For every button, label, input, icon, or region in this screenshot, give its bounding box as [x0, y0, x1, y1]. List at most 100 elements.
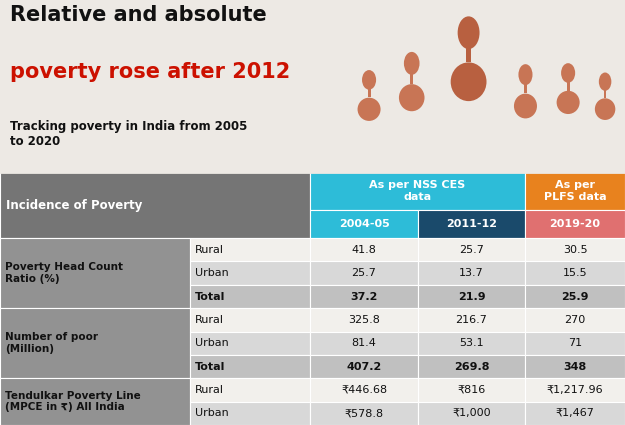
Ellipse shape [518, 64, 532, 85]
FancyBboxPatch shape [190, 355, 310, 378]
FancyBboxPatch shape [525, 172, 625, 210]
Text: 270: 270 [564, 315, 586, 325]
Text: 13.7: 13.7 [459, 268, 484, 278]
Text: ₹1,000: ₹1,000 [452, 408, 491, 418]
Text: Urban: Urban [195, 338, 229, 348]
Text: Total: Total [195, 292, 226, 301]
Ellipse shape [357, 98, 381, 121]
Text: 25.9: 25.9 [561, 292, 589, 301]
Ellipse shape [557, 91, 579, 114]
FancyBboxPatch shape [190, 378, 310, 402]
FancyBboxPatch shape [418, 210, 525, 238]
Text: 37.2: 37.2 [350, 292, 378, 301]
FancyBboxPatch shape [310, 285, 418, 308]
FancyBboxPatch shape [418, 355, 525, 378]
FancyBboxPatch shape [418, 402, 525, 425]
Ellipse shape [595, 98, 616, 120]
Text: ₹1,217.96: ₹1,217.96 [547, 385, 603, 395]
FancyBboxPatch shape [310, 402, 418, 425]
Text: 41.8: 41.8 [351, 245, 376, 255]
Text: Number of poor
(Million): Number of poor (Million) [5, 332, 98, 354]
Text: As per
PLFS data: As per PLFS data [544, 180, 606, 202]
Ellipse shape [399, 84, 424, 111]
Bar [466, 46, 471, 62]
FancyBboxPatch shape [525, 238, 625, 261]
FancyBboxPatch shape [0, 378, 190, 425]
Bar [524, 83, 527, 94]
Text: 21.9: 21.9 [458, 292, 486, 301]
FancyBboxPatch shape [190, 238, 310, 261]
FancyBboxPatch shape [310, 172, 525, 210]
Text: ₹578.8: ₹578.8 [344, 408, 384, 418]
Text: ₹1,467: ₹1,467 [556, 408, 594, 418]
Text: Poverty Head Count
Ratio (%): Poverty Head Count Ratio (%) [5, 262, 123, 284]
Text: 407.2: 407.2 [346, 362, 382, 371]
FancyBboxPatch shape [0, 308, 190, 378]
Text: 81.4: 81.4 [351, 338, 376, 348]
FancyBboxPatch shape [190, 402, 310, 425]
Text: Relative and absolute: Relative and absolute [10, 5, 267, 25]
Text: 269.8: 269.8 [454, 362, 489, 371]
Text: ₹816: ₹816 [458, 385, 486, 395]
Text: 71: 71 [568, 338, 582, 348]
FancyBboxPatch shape [525, 210, 625, 238]
Text: 2011-12: 2011-12 [446, 219, 497, 229]
FancyBboxPatch shape [418, 261, 525, 285]
Ellipse shape [362, 70, 376, 90]
Bar [410, 73, 413, 84]
FancyBboxPatch shape [525, 308, 625, 332]
Ellipse shape [561, 63, 575, 83]
FancyBboxPatch shape [0, 238, 190, 308]
Text: 325.8: 325.8 [348, 315, 380, 325]
FancyBboxPatch shape [525, 378, 625, 402]
Text: 2004-05: 2004-05 [339, 219, 389, 229]
FancyBboxPatch shape [310, 210, 418, 238]
Text: As per NSS CES
data: As per NSS CES data [369, 180, 466, 202]
FancyBboxPatch shape [525, 355, 625, 378]
Ellipse shape [404, 52, 419, 75]
Text: ₹446.68: ₹446.68 [341, 385, 387, 395]
Text: Tendulkar Poverty Line
(MPCE in ₹) All India: Tendulkar Poverty Line (MPCE in ₹) All I… [5, 391, 141, 412]
FancyBboxPatch shape [525, 332, 625, 355]
Ellipse shape [514, 94, 537, 119]
Text: 53.1: 53.1 [459, 338, 484, 348]
FancyBboxPatch shape [310, 332, 418, 355]
FancyBboxPatch shape [525, 402, 625, 425]
FancyBboxPatch shape [310, 238, 418, 261]
FancyBboxPatch shape [525, 285, 625, 308]
Text: Rural: Rural [195, 245, 224, 255]
Text: poverty rose after 2012: poverty rose after 2012 [10, 62, 291, 82]
FancyBboxPatch shape [418, 238, 525, 261]
Text: Tracking poverty in India from 2005
to 2020: Tracking poverty in India from 2005 to 2… [10, 121, 248, 148]
Text: Urban: Urban [195, 408, 229, 418]
Text: Rural: Rural [195, 385, 224, 395]
Text: 2019-20: 2019-20 [549, 219, 601, 229]
Bar [604, 89, 606, 98]
Ellipse shape [451, 62, 486, 101]
FancyBboxPatch shape [310, 378, 418, 402]
Text: Incidence of Poverty: Incidence of Poverty [6, 198, 142, 212]
FancyBboxPatch shape [190, 261, 310, 285]
Ellipse shape [599, 73, 611, 91]
FancyBboxPatch shape [190, 332, 310, 355]
Text: 25.7: 25.7 [459, 245, 484, 255]
FancyBboxPatch shape [310, 308, 418, 332]
FancyBboxPatch shape [190, 285, 310, 308]
FancyBboxPatch shape [190, 308, 310, 332]
Text: Urban: Urban [195, 268, 229, 278]
Bar [368, 88, 371, 97]
Text: 348: 348 [563, 362, 587, 371]
Ellipse shape [458, 16, 479, 49]
FancyBboxPatch shape [310, 355, 418, 378]
FancyBboxPatch shape [525, 261, 625, 285]
Text: Rural: Rural [195, 315, 224, 325]
Text: 216.7: 216.7 [456, 315, 488, 325]
FancyBboxPatch shape [0, 172, 310, 238]
FancyBboxPatch shape [310, 261, 418, 285]
FancyBboxPatch shape [418, 378, 525, 402]
FancyBboxPatch shape [418, 332, 525, 355]
FancyBboxPatch shape [418, 285, 525, 308]
Text: 25.7: 25.7 [351, 268, 376, 278]
Text: Total: Total [195, 362, 226, 371]
FancyBboxPatch shape [418, 308, 525, 332]
